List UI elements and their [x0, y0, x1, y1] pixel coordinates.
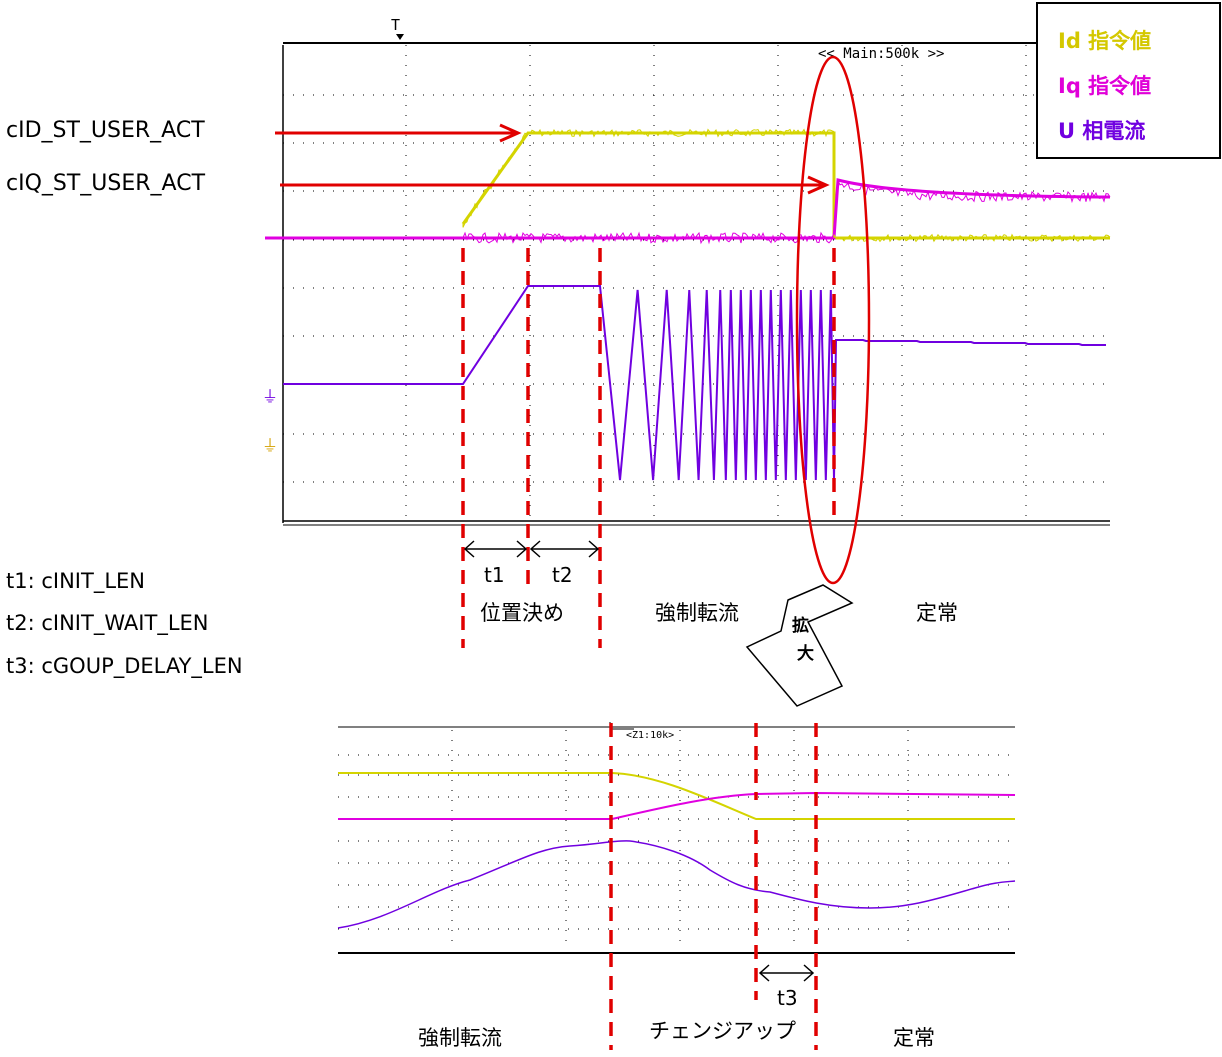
- legend-box: [1036, 2, 1221, 159]
- definition-t3: t3: cGOUP_DELAY_LEN: [6, 654, 243, 679]
- trigger-marker: T: [391, 16, 400, 34]
- zoom-arrow-icon: 拡 大: [745, 584, 854, 707]
- t1-label: t1: [484, 563, 505, 587]
- phase-steady-bottom: 定常: [893, 1026, 935, 1050]
- ground-icon: ⏚: [262, 387, 278, 406]
- zoom-label-1: 拡: [792, 615, 809, 636]
- t2-label: t2: [552, 563, 573, 587]
- legend: Id 指令値 Iq 指令値 U 相電流: [1036, 2, 1221, 159]
- bottom-scope: <Z1:10k>: [337, 722, 1016, 954]
- u-phase-current-trace-zoom: [337, 840, 1016, 929]
- iq-command-trace: [265, 178, 1111, 240]
- trigger-arrow-icon: [396, 34, 404, 40]
- top-phase-markers: [461, 248, 836, 648]
- top-scope: T << Main:500k >> ⏚ ⏚: [262, 16, 1111, 526]
- legend-u: U 相電流: [1058, 119, 1145, 143]
- bottom-phase-markers: [609, 723, 818, 1050]
- zoom-region-ellipse: [795, 55, 871, 585]
- interval-arrows-top: [463, 540, 600, 558]
- id-command-label: cID_ST_USER_ACT: [6, 118, 205, 143]
- top-scope-header: << Main:500k >>: [818, 46, 944, 62]
- definition-t1: t1: cINIT_LEN: [6, 569, 145, 594]
- bottom-scope-grid: [338, 730, 1015, 950]
- phase-positioning: 位置決め: [480, 601, 564, 625]
- iq-command-label: cIQ_ST_USER_ACT: [6, 171, 206, 196]
- phase-steady-top: 定常: [916, 601, 958, 625]
- u-phase-current-trace: [283, 285, 1106, 481]
- command-arrows: cID_ST_USER_ACT cIQ_ST_USER_ACT: [6, 118, 830, 196]
- ground-icon: ⏚: [262, 436, 278, 455]
- phase-forced-top: 強制転流: [655, 601, 739, 625]
- definition-t2: t2: cINIT_WAIT_LEN: [6, 611, 209, 636]
- phase-forced-bottom: 強制転流: [418, 1026, 502, 1050]
- phase-changeup: チェンジアップ: [649, 1019, 796, 1043]
- t3-label: t3: [777, 986, 798, 1010]
- arrow-head-icon: [499, 123, 522, 143]
- id-command-trace-zoom: [338, 772, 1015, 820]
- legend-id: Id 指令値: [1058, 29, 1151, 53]
- zoom-label-2: 大: [797, 643, 814, 664]
- iq-command-trace-zoom: [338, 791, 1016, 820]
- legend-iq: Iq 指令値: [1058, 74, 1151, 98]
- bottom-scope-header: <Z1:10k>: [626, 730, 674, 741]
- interval-arrow-t3: [758, 964, 815, 982]
- arrow-head-icon: [807, 175, 830, 195]
